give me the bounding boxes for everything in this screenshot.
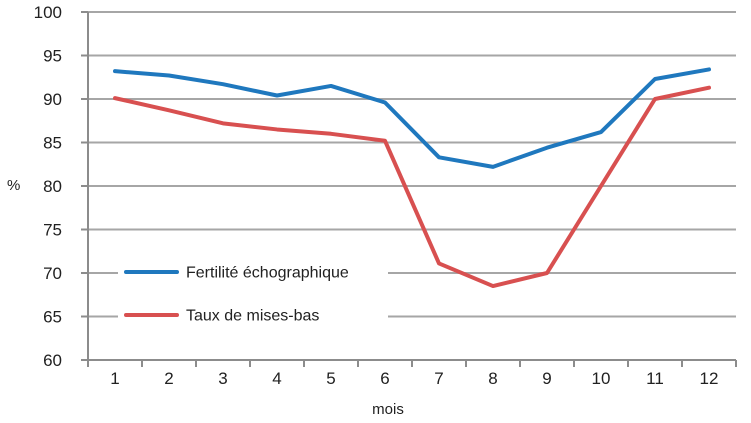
legend-label-0: Fertilité échographique bbox=[186, 265, 349, 282]
x-tick-label: 10 bbox=[592, 369, 611, 388]
series-line-1 bbox=[113, 85, 711, 289]
x-tick-label: 8 bbox=[488, 369, 497, 388]
y-tick-label: 80 bbox=[43, 177, 62, 196]
x-tick-label: 4 bbox=[272, 369, 281, 388]
x-tick-label: 9 bbox=[542, 369, 551, 388]
x-tick-label: 5 bbox=[326, 369, 335, 388]
x-tick-label: 3 bbox=[218, 369, 227, 388]
y-axis-title: % bbox=[7, 177, 20, 194]
legend-background bbox=[118, 250, 388, 338]
x-tick-label: 1 bbox=[110, 369, 119, 388]
y-tick-label: 100 bbox=[34, 3, 62, 22]
x-tick-label: 7 bbox=[434, 369, 443, 388]
x-tick-label: 11 bbox=[646, 369, 664, 388]
y-tick-label: 60 bbox=[43, 351, 62, 370]
axes bbox=[81, 11, 737, 367]
series-line-0 bbox=[113, 67, 711, 169]
y-tick-label: 70 bbox=[43, 264, 62, 283]
x-tick-label: 12 bbox=[700, 369, 719, 388]
legend-label-1: Taux de mises-bas bbox=[186, 308, 319, 325]
y-tick-label: 90 bbox=[43, 90, 62, 109]
y-tick-label: 85 bbox=[43, 134, 62, 153]
x-axis-title: mois bbox=[372, 401, 404, 418]
x-tick-label: 6 bbox=[380, 369, 389, 388]
legend: Fertilité échographique Taux de mises-bas bbox=[118, 250, 388, 338]
y-tick-label: 75 bbox=[43, 221, 62, 240]
y-tick-label: 65 bbox=[43, 308, 62, 327]
x-tick-label: 2 bbox=[164, 369, 173, 388]
y-tick-label: 95 bbox=[43, 47, 62, 66]
